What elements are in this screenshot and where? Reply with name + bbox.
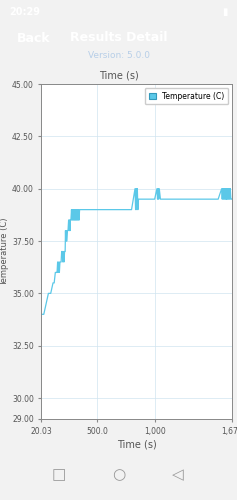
Text: ○: ○: [112, 467, 125, 482]
Text: □: □: [52, 467, 66, 482]
X-axis label: Time (s): Time (s): [117, 440, 157, 450]
Legend: Temperature (C): Temperature (C): [145, 88, 228, 104]
Text: Back: Back: [17, 32, 50, 45]
Text: Results Detail: Results Detail: [70, 31, 167, 44]
Text: 20:29: 20:29: [9, 7, 41, 17]
Text: ▮: ▮: [222, 7, 228, 17]
Text: Time (s): Time (s): [99, 70, 138, 80]
Text: Version: 5.0.0: Version: 5.0.0: [87, 51, 150, 60]
Y-axis label: Temperature (C): Temperature (C): [0, 217, 9, 286]
Text: ◁: ◁: [172, 467, 184, 482]
